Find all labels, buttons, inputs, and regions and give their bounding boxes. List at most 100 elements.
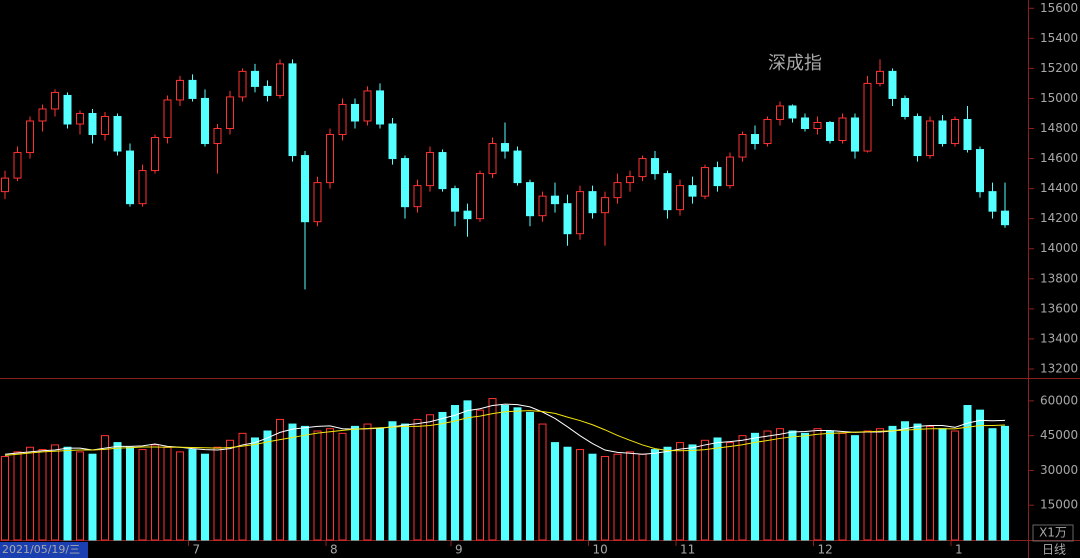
x-tick-label: 2021/05/19/三 <box>2 543 80 556</box>
candle-body <box>438 152 447 190</box>
unit-box <box>1032 524 1074 542</box>
candle-body <box>838 117 847 142</box>
y-tick-label: 13200 <box>1040 361 1078 375</box>
volume-bar <box>676 442 684 541</box>
candle-body <box>176 79 184 101</box>
volume-bar <box>726 442 734 541</box>
candle-body <box>138 170 147 205</box>
candle-body <box>601 197 609 214</box>
candle-body <box>88 112 97 136</box>
candle-body <box>888 70 897 99</box>
volume-bar <box>88 453 97 541</box>
candle-body <box>338 103 347 136</box>
volume-bar <box>988 428 997 541</box>
candle-body <box>151 137 159 172</box>
x-tick-label: 8 <box>330 543 338 557</box>
x-tick-label: 10 <box>593 543 608 557</box>
volume-bar <box>76 451 84 541</box>
candle-body <box>901 97 909 117</box>
y-tick-label: 14800 <box>1040 121 1078 135</box>
volume-bar <box>938 428 947 541</box>
volume-bar <box>188 449 197 541</box>
volume-bar <box>163 446 172 541</box>
candle-body <box>851 117 859 152</box>
x-tick-label: 7 <box>193 543 201 557</box>
candle-body <box>863 82 872 152</box>
candle-body <box>738 134 747 158</box>
candle-body <box>288 63 297 157</box>
candle-body <box>63 94 72 125</box>
candle-body <box>876 70 884 84</box>
candle-body <box>751 134 759 145</box>
candle-body <box>13 152 22 179</box>
date-highlight <box>0 542 88 558</box>
volume-bar <box>463 400 472 541</box>
candle-body <box>576 191 584 235</box>
unit-label: X1万 <box>1039 526 1067 540</box>
volume-bar <box>1001 425 1009 541</box>
y-tick-label: 13400 <box>1040 331 1078 345</box>
candle-body <box>413 185 422 208</box>
candle-body <box>113 115 122 152</box>
candle-body <box>801 117 809 130</box>
candle-body <box>276 63 284 96</box>
candle-body <box>38 108 47 122</box>
candle-body <box>938 120 947 145</box>
volume-bar <box>288 423 297 541</box>
candle-body <box>988 191 997 212</box>
volume-bar <box>813 428 822 541</box>
volume-bar <box>63 446 72 541</box>
volume-bar <box>588 453 597 541</box>
volume-bar <box>376 428 384 541</box>
y-tick-label: 15400 <box>1040 31 1078 45</box>
period-label: 日线 <box>1042 543 1066 557</box>
volume-bar <box>213 446 222 541</box>
volume-bar <box>713 437 722 541</box>
candle-body <box>763 118 772 145</box>
volume-bar <box>926 425 934 541</box>
volume-bar <box>263 430 272 541</box>
candle-body <box>513 150 522 184</box>
volume-bar <box>913 423 922 541</box>
candle-body <box>526 182 534 217</box>
volume-bar <box>826 430 834 541</box>
candle-body <box>388 123 397 160</box>
volume-bar <box>776 428 784 541</box>
candle-body <box>51 91 59 110</box>
candle-body <box>251 70 259 87</box>
volume-bar <box>576 449 584 541</box>
x-tick-label: 1 <box>955 543 963 557</box>
candle-body <box>826 121 834 142</box>
candle-body <box>651 158 659 175</box>
volume-bar <box>388 421 397 541</box>
volume-bar <box>13 451 22 541</box>
candle-body <box>301 155 309 223</box>
candle-body <box>363 90 372 122</box>
y-tick-label: 14400 <box>1040 181 1078 195</box>
volume-bar <box>613 453 622 541</box>
volume-bar <box>963 405 972 541</box>
candle-body <box>788 105 797 119</box>
candle-body <box>226 96 234 130</box>
volume-bar <box>276 418 284 541</box>
volume-bar <box>763 430 772 541</box>
y-tick-label: 13600 <box>1040 301 1078 315</box>
candle-body <box>238 70 247 98</box>
candle-body <box>813 121 822 130</box>
candle-body <box>188 79 197 99</box>
volume-ma-line <box>4 410 1006 456</box>
volume-bar <box>876 428 884 541</box>
volume-bar <box>951 430 959 541</box>
y-tick-label: 60000 <box>1040 393 1078 407</box>
volume-bar <box>476 409 484 541</box>
volume-bar <box>526 411 534 541</box>
candle-body <box>951 118 959 145</box>
chart-title: 深成指 <box>768 53 822 74</box>
volume-bar <box>351 425 359 541</box>
volume-bar <box>38 449 47 541</box>
volume-bar <box>401 423 409 541</box>
volume-bar <box>976 409 984 541</box>
candle-body <box>701 167 709 197</box>
volume-bar <box>626 451 634 541</box>
candle-body <box>488 143 497 175</box>
